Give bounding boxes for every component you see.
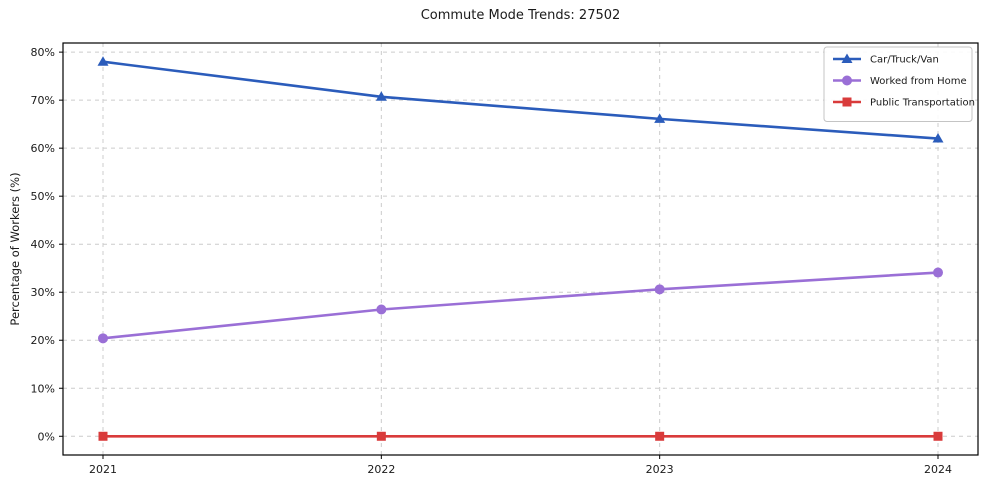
data-point-marker — [932, 133, 944, 143]
data-point-marker — [376, 304, 387, 315]
legend-item: Worked from Home — [833, 75, 967, 87]
data-point-marker — [376, 431, 386, 441]
data-point-marker — [98, 431, 108, 441]
legend: Car/Truck/Van Worked from Home Public Tran… — [823, 46, 975, 122]
legend-label: Public Transportation — [870, 98, 975, 109]
y-tick-label: 10% — [31, 382, 55, 395]
x-tick-label: 2023 — [646, 463, 674, 476]
y-tick-label: 70% — [31, 94, 55, 107]
data-point-marker — [97, 56, 109, 66]
series-line — [101, 60, 940, 140]
series-line — [101, 271, 940, 340]
legend-item: Car/Truck/Van — [833, 53, 939, 66]
chart-title: Commute Mode Trends: 27502 — [420, 8, 621, 23]
y-tick-label: 30% — [31, 286, 55, 299]
legend-item: Public Transportation — [833, 97, 975, 109]
y-axis-label: Percentage of Workers (%) — [8, 172, 22, 326]
legend-label: Worked from Home — [870, 76, 967, 87]
legend-label: Car/Truck/Van — [870, 55, 939, 66]
legend-marker — [841, 53, 853, 63]
y-tick-label: 20% — [31, 334, 55, 347]
data-point-marker — [654, 284, 665, 295]
y-tick-label: 40% — [31, 238, 55, 251]
legend-marker — [842, 97, 852, 107]
y-tick-label: 80% — [31, 46, 55, 59]
data-point-marker — [98, 333, 108, 344]
x-tick-label: 2022 — [367, 463, 395, 476]
series-worked-from-home — [98, 267, 943, 344]
y-tick-label: 50% — [31, 190, 55, 203]
y-tick-label: 60% — [31, 142, 55, 155]
x-tick-label: 2024 — [924, 463, 952, 476]
x-tick-label: 2021 — [89, 463, 117, 476]
data-point-marker — [933, 431, 943, 441]
data-point-marker — [933, 267, 943, 278]
data-point-marker — [375, 91, 387, 101]
data-point-marker — [654, 113, 666, 123]
series-car-truck-van — [97, 56, 944, 143]
plot-border — [62, 42, 979, 456]
legend-marker — [842, 75, 852, 86]
y-tick-label: 0% — [38, 430, 55, 443]
data-point-marker — [655, 431, 665, 441]
series-public-transportation — [98, 431, 943, 441]
